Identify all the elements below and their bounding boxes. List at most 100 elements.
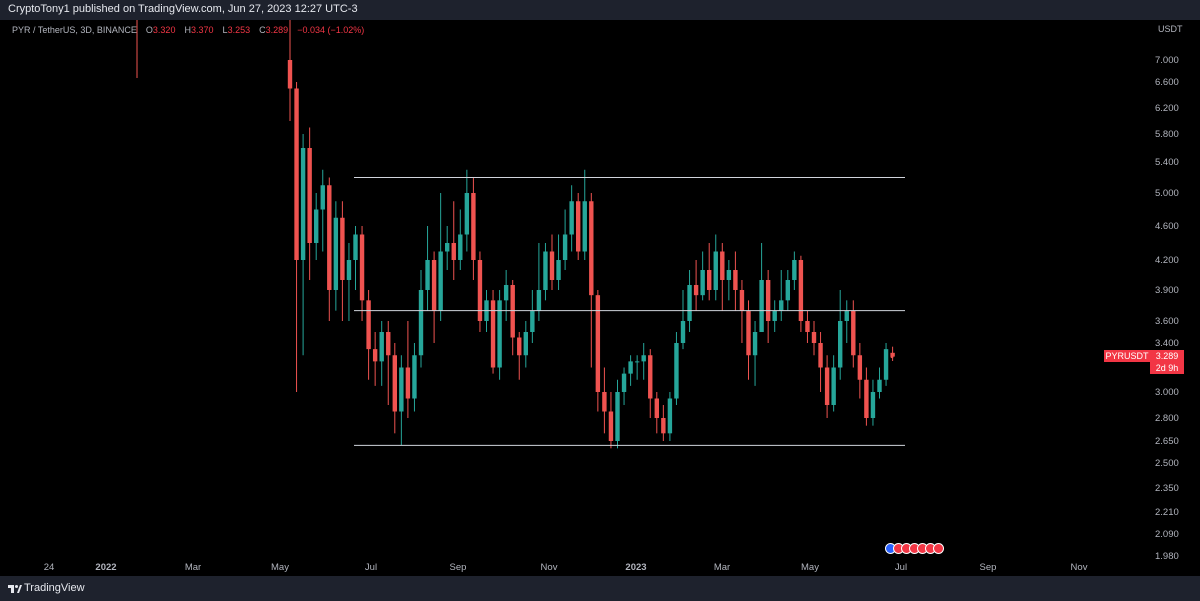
- brand-text: TradingView: [24, 582, 85, 594]
- candle-body: [851, 310, 856, 356]
- candle-body: [569, 201, 574, 235]
- candle-body: [294, 88, 299, 260]
- candle-body: [523, 332, 528, 356]
- legend-close-label: C: [259, 25, 266, 35]
- candlestick-chart[interactable]: 7.000 6.600 6.200 5.800 5.400 5.000 4.600 4.200…: [0, 20, 1200, 576]
- candle-body: [333, 217, 339, 290]
- candle-body: [648, 355, 653, 399]
- price-tick-label: 3.000: [1155, 387, 1179, 398]
- candle-body: [340, 217, 345, 280]
- candle-body: [543, 251, 548, 290]
- candle-body: [458, 234, 463, 260]
- candle-body: [536, 290, 542, 311]
- candle-body: [517, 337, 522, 356]
- candle-body: [530, 310, 535, 332]
- candle-body: [772, 310, 777, 321]
- candle-body: [739, 290, 745, 311]
- candle-body: [608, 411, 614, 441]
- candle-body: [320, 185, 325, 210]
- legend-low: 3.253: [227, 25, 251, 35]
- price-tick-label: 2.350: [1155, 483, 1179, 494]
- candle-body: [477, 260, 483, 321]
- candle-body: [366, 300, 371, 350]
- candle-body: [746, 310, 751, 356]
- candle-body: [451, 243, 456, 260]
- candle-body: [615, 392, 620, 441]
- price-tick-label: 5.800: [1155, 129, 1179, 140]
- candle-body: [654, 398, 659, 418]
- time-tick-label: Mar: [185, 562, 201, 573]
- candle-body: [674, 343, 679, 399]
- economic-events-markers[interactable]: [885, 541, 944, 554]
- price-tick-label: 2.500: [1155, 458, 1179, 469]
- time-tick-label: Jul: [895, 562, 907, 573]
- published-header: CryptoTony1 published on TradingView.com…: [0, 0, 1200, 20]
- candle-body: [372, 349, 378, 362]
- time-tick-label: Sep: [450, 562, 467, 573]
- candle-body: [503, 285, 509, 301]
- time-tick-label: May: [271, 562, 289, 573]
- candle-body: [386, 332, 391, 356]
- candle-body: [864, 379, 869, 418]
- price-tick-label: 4.600: [1155, 221, 1179, 232]
- candle-body: [831, 367, 836, 405]
- candle-body: [805, 321, 810, 332]
- candle-body: [438, 251, 443, 311]
- legend-change: −0.034 (−1.02%): [297, 25, 365, 35]
- price-tick-label: 3.600: [1155, 316, 1179, 327]
- candle-body: [798, 260, 804, 321]
- legend-high: 3.370: [190, 25, 214, 35]
- time-tick-label: Nov: [1071, 562, 1088, 573]
- time-tick-label: May: [801, 562, 819, 573]
- candle-body: [707, 270, 712, 290]
- candle-body: [818, 343, 823, 368]
- candle-body: [890, 352, 895, 357]
- time-tick-label: Mar: [714, 562, 730, 573]
- candle-body: [720, 251, 725, 280]
- price-tick-label: 7.000: [1155, 55, 1179, 66]
- candle-body: [844, 310, 849, 321]
- price-tick-label: 2.800: [1155, 413, 1179, 424]
- bar-countdown: 2d 9h: [1155, 363, 1179, 373]
- candle-body: [562, 234, 568, 260]
- time-tick-label: 24: [44, 562, 55, 573]
- candle-body: [602, 392, 607, 412]
- symbol-legend: PYR / TetherUS, 3D, BINANCE O3.320 H3.37…: [12, 25, 364, 35]
- candle-body: [700, 270, 705, 296]
- price-tick-label: 3.900: [1155, 285, 1179, 296]
- legend-low-label: L: [222, 25, 228, 35]
- candle-body: [792, 260, 797, 280]
- candle-body: [713, 251, 718, 290]
- time-tick-label: Jul: [365, 562, 377, 573]
- candle-body: [576, 201, 581, 252]
- candle-body: [582, 201, 587, 252]
- candle-body: [392, 355, 397, 412]
- time-tick-label: Sep: [980, 562, 997, 573]
- candle-body: [870, 392, 876, 418]
- price-tick-label: 6.200: [1155, 103, 1179, 114]
- candle-body: [425, 260, 430, 290]
- time-tick-label: 2023: [625, 562, 646, 573]
- event-marker-icon[interactable]: [933, 543, 944, 554]
- candle-body: [641, 355, 646, 362]
- candle-body: [785, 280, 790, 301]
- published-text: CryptoTony1 published on TradingView.com…: [8, 3, 358, 15]
- candle-body: [556, 260, 561, 280]
- candle-body: [418, 290, 424, 356]
- candle-body: [490, 300, 496, 368]
- chart-pane[interactable]: 7.000 6.600 6.200 5.800 5.400 5.000 4.600 4.200…: [0, 20, 1200, 576]
- candle-body: [680, 321, 686, 343]
- candle-body: [405, 367, 411, 399]
- candle-body: [353, 234, 358, 260]
- last-price-dot: [890, 355, 894, 359]
- candle-body: [628, 361, 633, 374]
- currency-label: USDT: [1158, 24, 1183, 34]
- candle-body: [287, 60, 293, 89]
- candle-body: [327, 185, 332, 290]
- candle-body: [399, 367, 404, 412]
- candle-body: [759, 280, 764, 332]
- price-tick-label: 5.400: [1155, 157, 1179, 168]
- candle-body: [752, 332, 758, 356]
- candle-body: [733, 270, 738, 290]
- time-tick-label: Nov: [541, 562, 558, 573]
